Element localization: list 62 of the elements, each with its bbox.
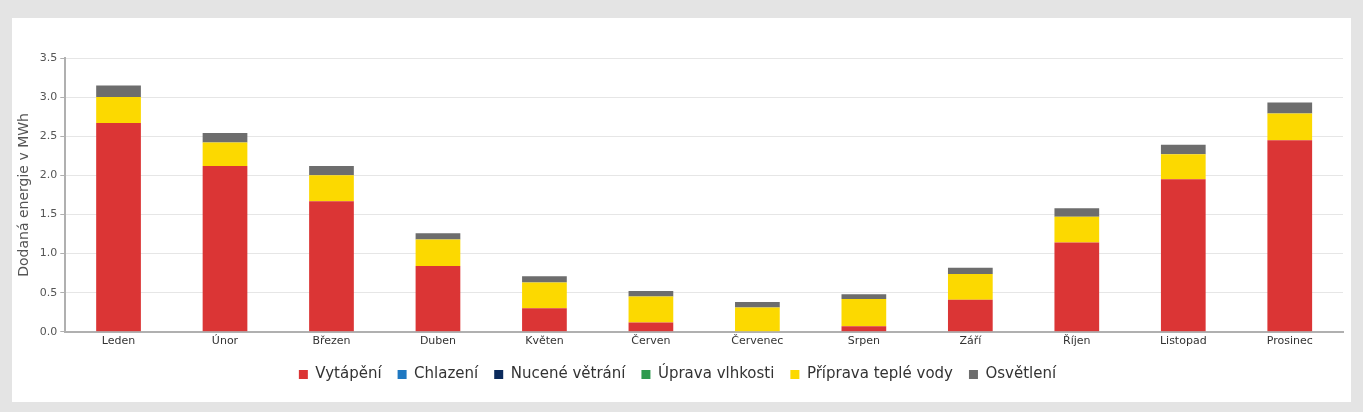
legend-label: Vytápění <box>315 364 383 383</box>
bar <box>628 291 674 297</box>
bar <box>1054 242 1100 332</box>
bar <box>947 299 993 332</box>
y-axis-title: Dodaná energie v MWh <box>15 113 32 277</box>
bar <box>415 266 461 332</box>
y-tick-label: 2.5 <box>39 129 58 143</box>
bar <box>522 282 567 309</box>
x-tick-label: Červen <box>631 334 671 348</box>
y-tick-label: 0.5 <box>39 285 58 299</box>
bar <box>1160 179 1206 332</box>
bar <box>415 233 461 240</box>
x-tick-label: Duben <box>419 334 457 348</box>
x-tick-label: Únor <box>211 334 239 348</box>
bar <box>735 302 780 308</box>
bar <box>1160 154 1206 180</box>
bar <box>202 142 248 166</box>
bar <box>309 175 354 202</box>
x-tick-label: Říjen <box>1063 334 1091 348</box>
x-tick-label: Prosinec <box>1266 334 1313 348</box>
y-tick-label: 1.0 <box>39 246 58 260</box>
x-tick-label: Březen <box>312 334 351 348</box>
bar <box>1054 208 1100 217</box>
bar <box>202 165 248 332</box>
bar <box>1267 102 1313 114</box>
legend-label: Chlazení <box>414 364 480 383</box>
bar <box>96 97 141 123</box>
bar <box>96 85 141 98</box>
bar <box>628 296 674 323</box>
x-tick-label: Listopad <box>1159 334 1207 348</box>
x-tick-label: Srpen <box>847 334 880 348</box>
y-tick-label: 1.5 <box>39 207 58 221</box>
y-tick-label: 3.0 <box>39 89 58 103</box>
legend-label: Úprava vlhkosti <box>657 363 775 383</box>
y-tick-label: 3.5 <box>39 50 58 64</box>
legend-label: Příprava teplé vody <box>806 364 954 383</box>
bar <box>841 294 887 299</box>
bar <box>1054 216 1100 243</box>
bar <box>309 201 354 332</box>
x-tick-label: Červenec <box>731 334 784 348</box>
legend-label: Osvětlení <box>985 364 1057 383</box>
bar <box>841 326 887 332</box>
x-tick-label: Leden <box>101 334 136 348</box>
bar <box>1267 140 1313 332</box>
bar <box>628 322 674 332</box>
bar <box>947 273 993 300</box>
y-tick-label: 2.0 <box>39 168 58 182</box>
bar <box>1267 113 1313 141</box>
bar <box>202 133 248 143</box>
x-tick-label: Září <box>959 334 983 348</box>
x-tick-label: Květen <box>525 334 564 348</box>
bar <box>96 122 141 332</box>
y-tick-label: 0.0 <box>39 324 58 338</box>
bar <box>415 239 461 267</box>
bar <box>947 267 993 274</box>
bar <box>522 276 567 283</box>
legend-label: Nucené větrání <box>510 364 627 383</box>
bar <box>522 308 567 332</box>
bar <box>841 298 887 327</box>
bar <box>309 165 354 176</box>
bar <box>1160 144 1206 155</box>
bar <box>735 307 780 332</box>
